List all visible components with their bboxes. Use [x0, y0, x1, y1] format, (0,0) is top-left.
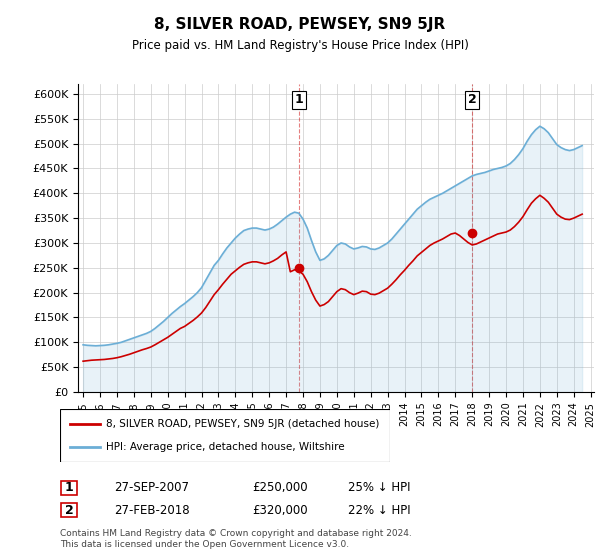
Text: 8, SILVER ROAD, PEWSEY, SN9 5JR (detached house): 8, SILVER ROAD, PEWSEY, SN9 5JR (detache…: [106, 419, 380, 429]
FancyBboxPatch shape: [60, 409, 390, 462]
Text: £320,000: £320,000: [252, 503, 308, 517]
Text: Price paid vs. HM Land Registry's House Price Index (HPI): Price paid vs. HM Land Registry's House …: [131, 39, 469, 52]
Text: £250,000: £250,000: [252, 481, 308, 494]
Text: Contains HM Land Registry data © Crown copyright and database right 2024.
This d: Contains HM Land Registry data © Crown c…: [60, 529, 412, 549]
FancyBboxPatch shape: [61, 503, 77, 517]
Text: 8, SILVER ROAD, PEWSEY, SN9 5JR: 8, SILVER ROAD, PEWSEY, SN9 5JR: [154, 17, 446, 32]
Text: 27-FEB-2018: 27-FEB-2018: [114, 503, 190, 517]
Text: HPI: Average price, detached house, Wiltshire: HPI: Average price, detached house, Wilt…: [106, 442, 345, 452]
FancyBboxPatch shape: [61, 480, 77, 495]
Text: 1: 1: [295, 93, 303, 106]
Text: 1: 1: [65, 481, 73, 494]
Text: 2: 2: [468, 93, 476, 106]
Text: 27-SEP-2007: 27-SEP-2007: [114, 481, 189, 494]
Text: 2: 2: [65, 503, 73, 517]
Text: 25% ↓ HPI: 25% ↓ HPI: [348, 481, 410, 494]
Text: 22% ↓ HPI: 22% ↓ HPI: [348, 503, 410, 517]
